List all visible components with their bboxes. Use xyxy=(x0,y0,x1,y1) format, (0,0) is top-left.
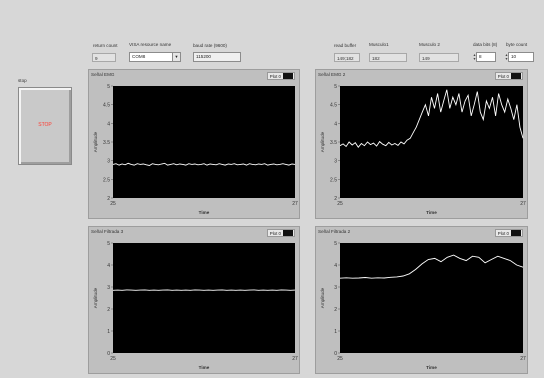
x-tick-label: 27 xyxy=(520,201,526,207)
y-axis-label: Amplitude xyxy=(93,287,98,308)
plot-area xyxy=(113,243,295,353)
y-tick-label: 4 xyxy=(107,121,110,127)
x-axis-label: Time xyxy=(199,210,210,215)
y-tick-label: 0 xyxy=(334,351,337,357)
spinner-icon[interactable]: ▲ ▼ xyxy=(472,53,477,61)
y-tick-label: 2.5 xyxy=(103,177,110,183)
y-tick-label: 5 xyxy=(334,241,337,247)
musculo2-indicator: 149 xyxy=(419,53,459,62)
musculo1-label: Musculo1 xyxy=(369,42,389,47)
x-tick-label: 25 xyxy=(337,356,343,362)
x-tick-label: 27 xyxy=(292,356,298,362)
x-axis-label: Time xyxy=(199,365,210,370)
chart-title: Señal EMG 2 xyxy=(318,72,346,77)
y-axis-label: Amplitude xyxy=(93,131,98,152)
y-tick-label: 2 xyxy=(107,196,110,202)
y-tick-label: 3 xyxy=(107,159,110,165)
chart-senal-emg: Señal EMG Plot 0 5 4.5 4 3.5 3 2.5 2 25 27 Time Am… xyxy=(88,69,300,219)
plot-legend[interactable]: Plot 0 xyxy=(494,72,523,80)
legend-label: Plot 0 xyxy=(269,73,281,79)
data-bits-control[interactable]: ▲ ▼ 8 xyxy=(473,52,496,62)
spinner-icon[interactable]: ▲ ▼ xyxy=(504,53,509,61)
return-count-indicator: 9 xyxy=(92,53,116,62)
y-tick-label: 1 xyxy=(107,329,110,335)
read-buffer-label: read buffer xyxy=(334,43,357,48)
byte-count-value: 10 xyxy=(511,54,517,59)
legend-label: Plot 0 xyxy=(269,230,281,236)
baud-rate-label: baud rate (9600) xyxy=(193,43,227,48)
y-tick-label: 1 xyxy=(334,329,337,335)
plot-legend[interactable]: Plot 0 xyxy=(266,229,295,237)
chart-plot: 5 4.5 4 3.5 3 2.5 225 27 Time Amplitude xyxy=(320,84,526,215)
x-tick-label: 25 xyxy=(337,201,343,207)
plot-area xyxy=(340,86,523,198)
plot-area xyxy=(113,86,295,198)
chart-plot: 5 4 3 2 1 025 27 Time Amplitude xyxy=(93,241,298,370)
chart-title: Señal EMG xyxy=(91,72,115,77)
y-tick-label: 2 xyxy=(107,307,110,313)
x-tick-label: 27 xyxy=(292,201,298,207)
legend-label: Plot 0 xyxy=(497,230,509,236)
chart-senal-emg-2: Señal EMG 2 Plot 0 5 4.5 4 3.5 3 2.5 2 25 27 Time… xyxy=(315,69,528,219)
x-axis-label: Time xyxy=(426,210,437,215)
y-tick-label: 3.5 xyxy=(103,140,110,146)
chart-plot: 5 4.5 4 3.5 3 2.5 225 27 Time Amplitude xyxy=(93,84,298,215)
plot-style-icon xyxy=(511,73,521,79)
stop-button[interactable]: STOP xyxy=(18,87,72,165)
y-tick-label: 2 xyxy=(334,196,337,202)
chart-plot: 5 4 3 2 1 025 27 Time Amplitude xyxy=(320,241,526,370)
stop-label: stop xyxy=(18,78,27,83)
y-tick-label: 3 xyxy=(107,285,110,291)
visa-resource-value: COM8 xyxy=(132,54,146,59)
byte-count-control[interactable]: ▲ ▼ 10 xyxy=(505,52,534,62)
chart-senal-filtrada-2: Señal Filtrada 2 Plot 0 5 4 3 2 1 0 25 27 Time Am… xyxy=(315,226,528,374)
y-tick-label: 2 xyxy=(334,307,337,313)
y-tick-label: 3 xyxy=(334,159,337,165)
y-tick-label: 4.5 xyxy=(330,103,337,109)
plot-legend[interactable]: Plot 0 xyxy=(494,229,523,237)
plot-legend[interactable]: Plot 0 xyxy=(266,72,295,80)
stop-button-text: STOP xyxy=(38,122,52,128)
series-line xyxy=(339,89,524,148)
y-tick-label: 5 xyxy=(107,84,110,90)
y-tick-label: 3 xyxy=(334,285,337,291)
musculo2-label: Musculo 2 xyxy=(419,42,440,47)
musculo1-indicator: 182 xyxy=(369,53,407,62)
plot-style-icon xyxy=(283,73,293,79)
y-tick-label: 4.5 xyxy=(103,103,110,109)
chart-title: Señal Filtrada 3 xyxy=(91,229,124,234)
y-tick-label: 4 xyxy=(334,121,337,127)
y-tick-label: 3.5 xyxy=(330,140,337,146)
visa-resource-label: VISA resource name xyxy=(129,42,172,47)
x-tick-label: 25 xyxy=(110,356,116,362)
y-axis-label: Amplitude xyxy=(320,287,325,308)
legend-label: Plot 0 xyxy=(497,73,509,79)
plot-style-icon xyxy=(283,230,293,236)
baud-rate-control[interactable]: 115200 xyxy=(193,52,241,62)
data-bits-label: data bits (8) xyxy=(473,42,498,47)
y-tick-label: 0 xyxy=(107,351,110,357)
y-tick-label: 5 xyxy=(334,84,337,90)
y-tick-label: 4 xyxy=(334,263,337,269)
series-line xyxy=(112,162,296,166)
y-tick-label: 4 xyxy=(107,263,110,269)
x-axis-label: Time xyxy=(426,365,437,370)
y-tick-label: 5 xyxy=(107,241,110,247)
series-line xyxy=(339,254,524,279)
chart-title: Señal Filtrada 2 xyxy=(318,229,351,234)
y-axis-label: Amplitude xyxy=(320,131,325,152)
x-tick-label: 27 xyxy=(520,356,526,362)
data-bits-value: 8 xyxy=(479,54,482,59)
x-tick-label: 25 xyxy=(110,201,116,207)
y-tick-label: 2.5 xyxy=(330,177,337,183)
chevron-down-icon[interactable]: ▼ xyxy=(172,53,180,61)
byte-count-label: byte count xyxy=(506,42,528,47)
chart-senal-filtrada-3: Señal Filtrada 3 Plot 0 5 4 3 2 1 0 25 27 Time Am… xyxy=(88,226,300,374)
visa-resource-select[interactable]: COM8 ▼ xyxy=(129,52,181,62)
read-buffer-indicator: 149;182 xyxy=(334,53,360,62)
return-count-label: return count xyxy=(93,43,118,48)
plot-area xyxy=(340,243,523,353)
baud-rate-value: 115200 xyxy=(196,54,211,59)
plot-style-icon xyxy=(511,230,521,236)
